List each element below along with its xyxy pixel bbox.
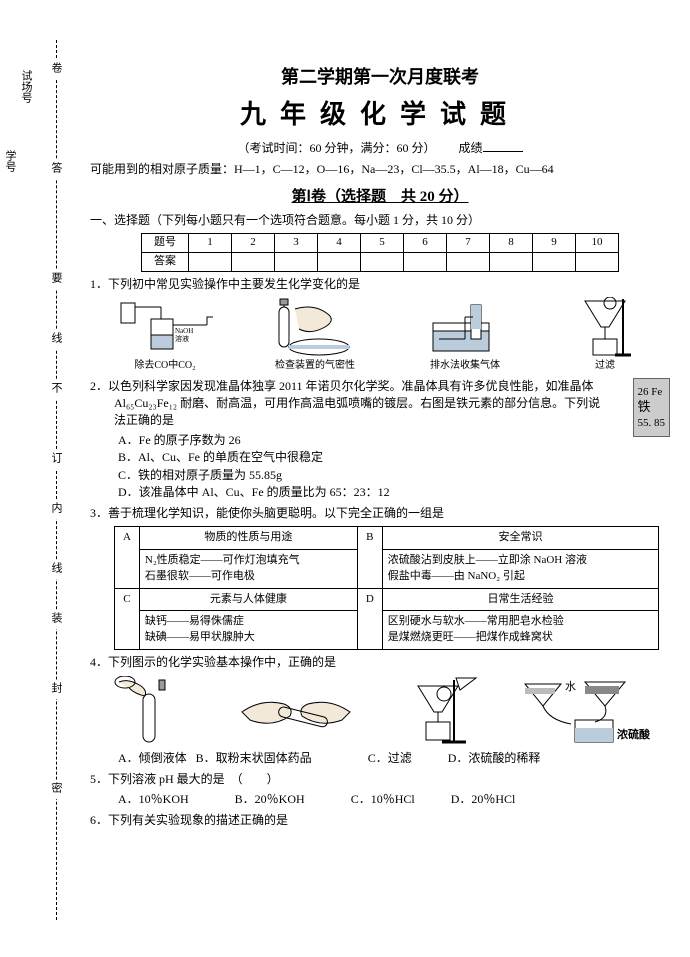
field-student-id: 学号 — [2, 150, 18, 900]
binding-char: 要 — [48, 270, 64, 289]
ans-th: 题号 — [142, 233, 189, 252]
q2-stem: 2．以色列科学家因发现准晶体独享 2011 年诺贝尔化学奖。准晶体具有许多优良性… — [90, 378, 670, 430]
apparatus-b-icon — [265, 297, 365, 359]
water-label: 水 — [565, 680, 576, 693]
binding-char: 不 — [48, 380, 64, 399]
binding-char: 订 — [48, 450, 64, 469]
field-name: 姓名 — [0, 170, 2, 900]
q1-fig-a-label: 除去CO中CO₂ — [115, 359, 215, 374]
q5-a: A．10％KOH — [118, 792, 189, 806]
q2-d: D．该准晶体中 Al、Cu、Fe 的质量比为 65：23：12 — [118, 484, 670, 501]
q5-c: C．10％HCl — [351, 792, 415, 806]
binding-char: 线 — [48, 560, 64, 579]
q4-fig-d-icon: 水 浓硫酸 — [521, 676, 651, 746]
binding-char: 装 — [48, 610, 64, 629]
field-exam-room: 试场号 — [18, 70, 34, 900]
binding-char: 封 — [48, 680, 64, 699]
q2-a: A．Fe 的原子序数为 26 — [118, 432, 670, 449]
binding-char: 答 — [48, 160, 64, 179]
binding-char: 卷 — [48, 60, 64, 79]
exam-info: （考试时间：60 分钟，满分：60 分） — [237, 141, 435, 155]
q4-a: A．倾倒液体 — [118, 751, 187, 765]
q4-figures: 水 浓硫酸 — [90, 676, 670, 746]
q5-d: D．20％HCl — [451, 792, 516, 806]
q4-fig-a-icon — [109, 676, 199, 746]
subtitle: 第二学期第一次月度联考 — [90, 64, 670, 90]
q4-fig-b-icon — [236, 676, 356, 746]
svg-text:NaOH: NaOH — [175, 327, 193, 335]
q2-c: C．铁的相对原子质量为 55.85g — [118, 467, 670, 484]
q3-stem: 3．善于梳理化学知识，能使你头脑更聪明。以下完全正确的一组是 — [90, 505, 670, 522]
q3-table: A 物质的性质与用途 B 安全常识 N₂性质稳定——可作灯泡填充气石墨很软——可… — [114, 526, 659, 651]
binding-char: 密 — [48, 780, 64, 799]
q4-c: C．过滤 — [368, 751, 412, 765]
q1-stem: 1．下列初中常见实验操作中主要发生化学变化的是 — [90, 276, 670, 293]
acid-label: 浓硫酸 — [617, 727, 651, 741]
section-1-title: 第Ⅰ卷（选择题 共 20 分） — [292, 189, 469, 205]
apparatus-c-icon — [415, 297, 515, 359]
q1-fig-b-label: 检查装置的气密性 — [265, 359, 365, 374]
atomic-mass: 可能用到的相对原子质量：H—1，C—12，O—16，Na—23，Cl—35.5，… — [90, 161, 670, 178]
answer-table: 题号 12 34 56 78 910 答案 — [141, 233, 619, 272]
svg-text:溶液: 溶液 — [175, 334, 189, 343]
ans-row-label: 答案 — [142, 252, 189, 271]
score-label: 成绩 — [459, 141, 483, 155]
q4-fig-c-icon — [394, 676, 484, 746]
q1-fig-c-label: 排水法收集气体 — [415, 359, 515, 374]
q2-b: B．Al、Cu、Fe 的单质在空气中很稳定 — [118, 449, 670, 466]
q4-b: B．取粉末状固体药品 — [196, 751, 312, 765]
apparatus-d-icon — [565, 297, 645, 359]
main-title: 九年级化学试题 — [90, 96, 670, 134]
q5-stem: 5．下列溶液 pH 最大的是 （ ） — [90, 771, 670, 788]
score-blank[interactable] — [483, 151, 523, 152]
q4-stem: 4．下列图示的化学实验基本操作中，正确的是 — [90, 654, 670, 671]
binding-char: 线 — [48, 330, 64, 349]
binding-char: 内 — [48, 500, 64, 519]
apparatus-a-icon: NaOH 溶液 — [115, 297, 215, 359]
q5-b: B．20％KOH — [235, 792, 305, 806]
q6-stem: 6．下列有关实验现象的描述正确的是 — [90, 812, 670, 829]
q1-figures: NaOH 溶液 除去CO中CO₂ 检查装置的气密性 — [90, 297, 670, 374]
q1-fig-d-label: 过滤 — [565, 359, 645, 374]
mc-intro: 一、选择题（下列每小题只有一个选项符合题意。每小题 1 分，共 10 分） — [90, 212, 670, 229]
fe-element-card: 26 Fe 铁 55. 85 — [633, 378, 671, 437]
q4-d: D．浓硫酸的稀释 — [448, 751, 541, 765]
